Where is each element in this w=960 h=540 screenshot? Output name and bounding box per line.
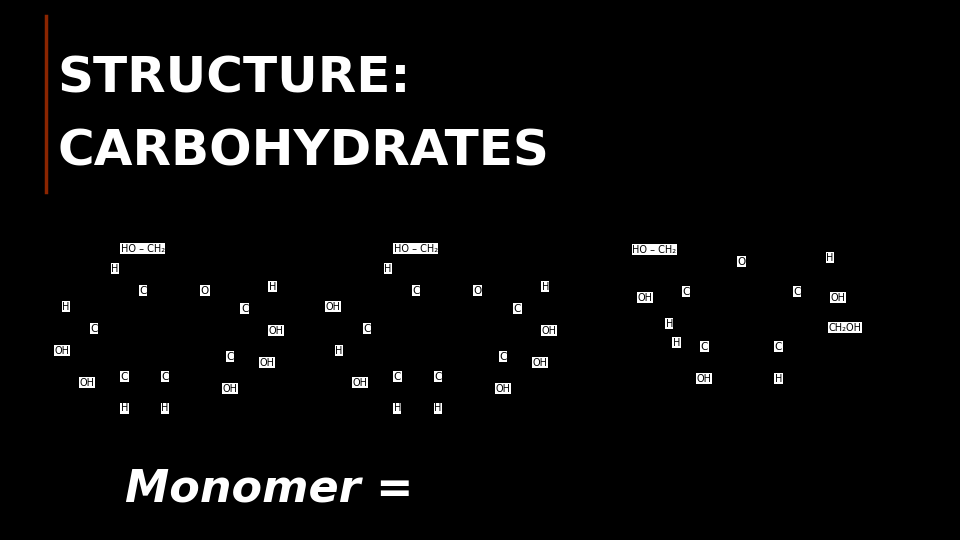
Text: C: C [227,352,233,362]
Text: Galactose: Galactose [416,431,493,446]
Text: Monomer =: Monomer = [125,467,413,510]
Text: C: C [161,372,169,382]
Text: CH₂OH: CH₂OH [828,323,861,333]
Text: C: C [241,304,249,314]
Text: O: O [737,257,746,267]
Text: H: H [62,302,70,312]
Text: C: C [363,323,371,334]
Text: OH: OH [495,383,511,394]
Text: O: O [201,286,209,296]
Text: C: C [139,286,147,296]
Text: H: H [665,319,673,329]
Text: OH: OH [541,326,557,336]
Text: OH: OH [223,383,237,394]
Text: C: C [793,287,801,297]
Text: C: C [412,286,420,296]
Text: C: C [434,372,442,382]
Text: H: H [434,403,442,414]
Text: OH: OH [352,377,368,388]
Text: C: C [683,287,689,297]
Text: H: H [335,346,343,356]
Text: CARBOHYDRATES: CARBOHYDRATES [58,127,549,175]
Text: H: H [121,403,128,414]
Text: C: C [499,352,507,362]
Text: O: O [473,286,482,296]
Text: H: H [269,282,276,292]
Text: OH: OH [533,357,547,368]
Text: C: C [90,323,98,334]
Text: H: H [541,282,549,292]
Text: H: H [161,403,169,414]
Text: Fructose: Fructose [708,431,776,446]
Text: OH: OH [637,293,653,303]
Text: HO – CH₂: HO – CH₂ [394,244,438,254]
Text: HO – CH₂: HO – CH₂ [633,245,677,255]
Text: C: C [514,304,521,314]
Text: OH: OH [325,302,341,312]
Text: C: C [701,342,708,352]
Text: Glucose: Glucose [151,431,212,446]
Text: OH: OH [697,374,712,383]
Text: H: H [775,374,782,383]
Text: ✏️: ✏️ [856,20,900,72]
Text: STRUCTURE:: STRUCTURE: [58,55,411,102]
Text: C: C [121,372,128,382]
Text: H: H [673,338,681,348]
Text: C: C [775,342,782,352]
Text: H: H [111,264,119,274]
Text: HO – CH₂: HO – CH₂ [121,244,165,254]
Text: OH: OH [80,377,95,388]
Text: H: H [394,403,401,414]
Text: OH: OH [259,357,275,368]
Text: H: H [384,264,392,274]
Text: OH: OH [269,326,284,336]
Text: H: H [827,253,834,263]
Text: C: C [394,372,401,382]
Text: OH: OH [830,293,845,303]
Text: OH: OH [55,346,70,356]
